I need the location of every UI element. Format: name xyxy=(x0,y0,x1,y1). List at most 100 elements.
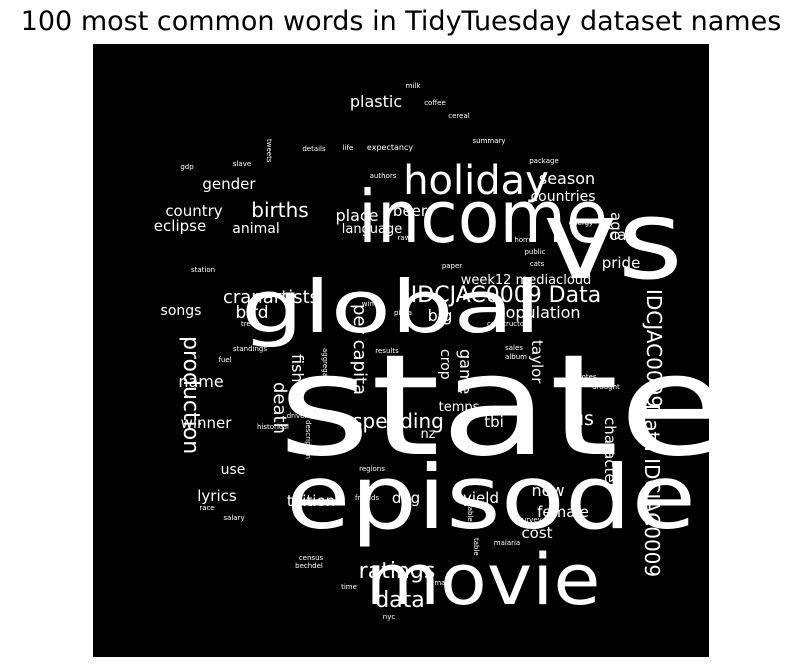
word-station: station xyxy=(191,266,215,274)
word-nyc: nyc xyxy=(383,613,396,621)
word-spending: spending xyxy=(352,409,444,433)
word-age: age xyxy=(607,212,625,240)
word-salary: salary xyxy=(223,514,244,522)
word-album: album xyxy=(505,353,527,361)
word-sales: sales xyxy=(505,344,523,352)
word-time: time xyxy=(341,583,357,591)
word-idcjac0009-data: IDCJAC0009 Data xyxy=(411,283,601,308)
word-fuel: fuel xyxy=(218,356,231,364)
word-gender: gender xyxy=(202,175,256,193)
word-pizza: pizza xyxy=(394,309,412,317)
word-aggregate: aggregate xyxy=(321,348,329,384)
word-idcjac0009: IDCJAC0009 xyxy=(642,289,666,408)
word-public: public xyxy=(524,248,545,256)
word-call: call xyxy=(609,226,635,244)
word-table: table xyxy=(472,538,480,556)
word-births: births xyxy=(251,198,308,222)
word-songs: songs xyxy=(161,303,202,319)
word-summary: summary xyxy=(472,137,505,145)
word-death: death xyxy=(269,382,290,434)
word-winner: winner xyxy=(181,414,233,432)
word-country: country xyxy=(165,202,222,220)
word-tbi: tbi xyxy=(484,413,504,431)
word-malaria: malaria xyxy=(494,539,520,547)
word-name: name xyxy=(178,372,223,391)
word-fish: fish xyxy=(288,354,307,383)
word-wind: wind xyxy=(362,300,379,308)
word-movie: movie xyxy=(366,539,601,621)
word-week12-mediacloud: week12 mediacloud xyxy=(461,273,592,288)
word-paper: paper xyxy=(442,262,462,270)
word-survey: survey xyxy=(518,516,542,524)
word-pride: pride xyxy=(602,254,641,272)
word-language: language xyxy=(342,222,403,237)
word-cost: cost xyxy=(521,524,552,542)
word-cloud: state vs episode income global movie holiday ID… xyxy=(93,44,709,657)
word-cereal: cereal xyxy=(448,112,469,120)
word-season: season xyxy=(539,169,595,188)
word-energy: energy xyxy=(569,219,593,227)
word-cats: cats xyxy=(530,260,545,268)
word-data: data xyxy=(375,588,425,613)
word-data-idcjac0009: Data IDCJAC0009 xyxy=(640,404,664,577)
word-income: income xyxy=(358,175,608,259)
word-male: male xyxy=(434,579,451,587)
word-votes: votes xyxy=(577,373,596,381)
word-dog: dog xyxy=(392,489,420,507)
word-ratings: ratings xyxy=(359,559,436,584)
word-lyrics: lyrics xyxy=(197,487,237,505)
word-regions: regions xyxy=(359,465,385,473)
word-holiday: holiday xyxy=(403,158,549,204)
word-results: results xyxy=(375,347,399,355)
word-per-capita: per capita xyxy=(349,304,370,395)
word-nz: nz xyxy=(420,427,435,442)
word-census: census xyxy=(299,554,324,562)
word-tree: tree xyxy=(241,320,255,328)
word-use: use xyxy=(221,462,246,478)
word-expectancy: expectancy xyxy=(367,143,413,152)
word-package: package xyxy=(529,157,559,165)
word-coffee: coffee xyxy=(424,99,446,107)
word-bird: bird xyxy=(236,303,269,323)
word-constructor: constructor xyxy=(487,320,527,328)
word-yield: yield xyxy=(463,489,499,507)
word-table: table xyxy=(466,504,474,522)
word-animal: animal xyxy=(232,221,279,237)
word-countries: countries xyxy=(530,189,595,205)
word-standings: standings xyxy=(233,345,267,353)
word-historical: historical xyxy=(257,423,289,431)
word-description: description xyxy=(304,420,312,459)
word-driver: driver xyxy=(287,412,308,420)
word-taylor: taylor xyxy=(528,340,546,384)
word-drought: drought xyxy=(592,383,620,391)
word-life: life xyxy=(343,144,354,152)
word-bechdel: bechdel xyxy=(295,562,323,570)
word-milk: milk xyxy=(406,82,422,90)
chart-title: 100 most common words in TidyTuesday dat… xyxy=(20,6,782,37)
word-character: character xyxy=(601,417,619,490)
word-slave: slave xyxy=(233,160,251,168)
word-tuition: tuition xyxy=(287,492,335,510)
word-place: place xyxy=(335,206,378,225)
word-crop: crop xyxy=(437,349,453,380)
word-beer: beer xyxy=(393,202,428,220)
word-race: race xyxy=(199,504,214,512)
word-details: details xyxy=(302,145,326,153)
word-tweets: tweets xyxy=(265,139,273,163)
word-global: global xyxy=(241,265,541,349)
word-gdp: gdp xyxy=(180,163,194,171)
word-population: population xyxy=(495,303,580,322)
word-episode: episode xyxy=(286,446,696,549)
word-big: big xyxy=(428,306,453,325)
word-horror: horror xyxy=(514,236,535,244)
word-production: production xyxy=(178,336,203,454)
word-raw: raw xyxy=(398,234,411,242)
word-new: new xyxy=(531,481,564,500)
word-temps: temps xyxy=(439,400,480,415)
word-vs: vs xyxy=(543,176,683,304)
word-friends: friends xyxy=(355,494,379,502)
word-us: us xyxy=(572,408,594,430)
word-plastic: plastic xyxy=(350,92,402,111)
word-cranartists: cranartists xyxy=(223,287,319,308)
